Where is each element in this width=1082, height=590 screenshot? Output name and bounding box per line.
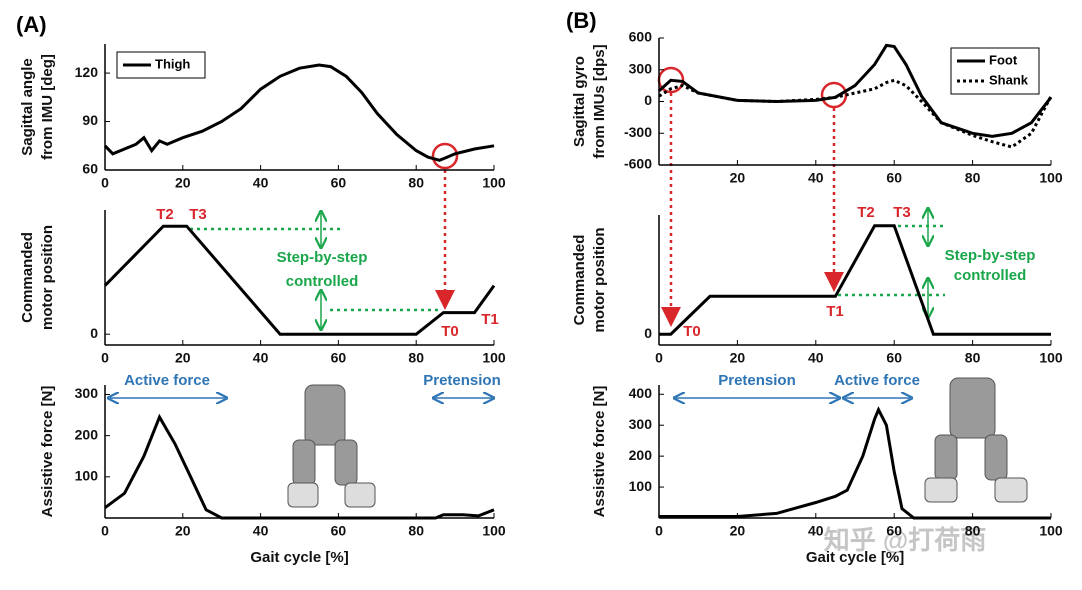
annotation: Pretension (423, 372, 501, 389)
y-axis-label: motor position (591, 228, 608, 333)
x-tick-label: 40 (808, 170, 824, 186)
data-line (103, 224, 496, 336)
x-tick-label: 80 (965, 523, 981, 539)
y-tick-label: 0 (644, 325, 652, 341)
data-line (659, 406, 1051, 520)
x-tick-label: 80 (965, 170, 981, 186)
y-tick-label: 120 (75, 64, 99, 80)
y-tick-label: 300 (629, 416, 653, 432)
y-tick-label: 100 (75, 468, 99, 484)
x-tick-label: 0 (101, 175, 109, 191)
y-axis-label: Sagittal angle (19, 58, 36, 156)
y-tick-label: -300 (624, 124, 652, 140)
exoskeleton-illustration (287, 377, 1028, 508)
panel-label: (B) (566, 8, 597, 33)
annotation: T0 (441, 323, 459, 340)
x-tick-label: 0 (101, 523, 109, 539)
legend-box (950, 47, 1040, 95)
x-axis-label: Gait cycle [%] (250, 549, 348, 566)
y-tick-label: 400 (629, 385, 653, 401)
data-line (659, 224, 1051, 336)
x-tick-label: 100 (1039, 170, 1063, 186)
x-tick-label: 100 (1039, 350, 1063, 366)
x-axis-label: Gait cycle [%] (806, 549, 904, 566)
y-axis-label: from IMUs [dps] (591, 44, 608, 158)
annotation: controlled (286, 273, 359, 290)
y-axis-label: Sagittal gyro (571, 56, 588, 147)
y-axis-label: Assistive force [N] (591, 386, 608, 518)
x-tick-label: 100 (1039, 523, 1063, 539)
annotation: Step-by-step (277, 249, 368, 266)
annotation: T1 (481, 311, 499, 328)
data-line (103, 63, 495, 162)
annotation: T2 (156, 206, 174, 223)
y-tick-label: 0 (90, 325, 98, 341)
x-tick-label: 20 (730, 170, 746, 186)
y-tick-label: 600 (629, 29, 653, 45)
data-line (104, 413, 495, 520)
x-tick-label: 40 (253, 175, 269, 191)
y-axis-label: Commanded (19, 232, 36, 323)
legend-label: Shank (989, 72, 1029, 87)
x-tick-label: 60 (331, 175, 347, 191)
x-tick-label: 60 (331, 350, 347, 366)
y-tick-label: -600 (624, 156, 652, 172)
x-tick-label: 20 (175, 350, 191, 366)
x-tick-label: 80 (408, 523, 424, 539)
x-tick-label: 80 (965, 350, 981, 366)
annotation: Pretension (718, 372, 796, 389)
annotation: T3 (189, 206, 207, 223)
y-tick-label: 0 (644, 92, 652, 108)
y-tick-label: 200 (75, 426, 99, 442)
x-tick-label: 40 (253, 350, 269, 366)
y-axis-label: Assistive force [N] (39, 386, 56, 518)
x-tick-label: 0 (101, 350, 109, 366)
annotation: T2 (857, 204, 875, 221)
x-tick-label: 40 (253, 523, 269, 539)
data-line (658, 78, 1053, 149)
annotation: Active force (124, 372, 210, 389)
y-tick-label: 300 (629, 60, 653, 76)
x-tick-label: 100 (482, 350, 506, 366)
x-tick-label: 60 (886, 170, 902, 186)
x-tick-label: 80 (408, 175, 424, 191)
x-tick-label: 20 (175, 523, 191, 539)
annotation: Step-by-step (945, 247, 1036, 264)
x-tick-label: 100 (482, 175, 506, 191)
annotation: T1 (826, 303, 844, 320)
x-tick-label: 0 (655, 350, 663, 366)
panel-label: (A) (16, 12, 47, 37)
x-tick-label: 20 (175, 175, 191, 191)
x-tick-label: 40 (808, 350, 824, 366)
decorations (110, 66, 945, 398)
x-tick-label: 40 (808, 523, 824, 539)
annotation: T0 (683, 323, 701, 340)
annotation: Active force (834, 372, 920, 389)
y-tick-label: 100 (629, 478, 653, 494)
annotation: T3 (893, 204, 911, 221)
x-tick-label: 80 (408, 350, 424, 366)
x-tick-label: 60 (886, 350, 902, 366)
x-tick-label: 60 (886, 523, 902, 539)
y-tick-label: 60 (82, 161, 98, 177)
watermark: 知乎 @打荷雨 (824, 525, 987, 555)
y-axis-label: motor position (39, 225, 56, 330)
y-tick-label: 300 (75, 385, 99, 401)
x-tick-label: 20 (730, 350, 746, 366)
y-tick-label: 90 (82, 112, 98, 128)
annotation: controlled (954, 267, 1027, 284)
legend-label: Foot (989, 52, 1018, 67)
y-axis-label: Commanded (571, 235, 588, 326)
y-tick-label: 200 (629, 447, 653, 463)
x-tick-label: 0 (655, 523, 663, 539)
x-tick-label: 100 (482, 523, 506, 539)
legend-label: Thigh (155, 56, 190, 71)
y-axis-label: from IMU [deg] (39, 54, 56, 160)
x-tick-label: 60 (331, 523, 347, 539)
x-tick-label: 20 (730, 523, 746, 539)
